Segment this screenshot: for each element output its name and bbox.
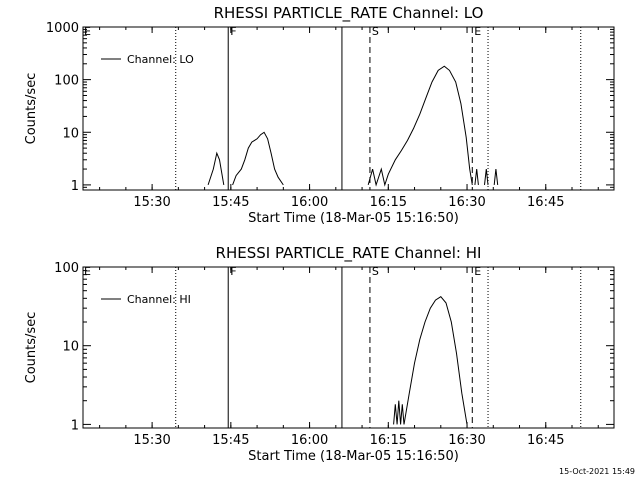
- y-axis-label: Counts/sec: [24, 73, 39, 145]
- event-marker-label: E: [474, 25, 481, 38]
- legend-entry: Channel: LO: [127, 53, 194, 66]
- y-tick-label: 1: [71, 418, 79, 433]
- series-line-segment: [403, 296, 468, 425]
- timestamp-label: 15-Oct-2021 15:49: [559, 467, 635, 476]
- series-line-segment: [232, 131, 284, 186]
- series-line-segment: [393, 400, 405, 425]
- x-tick-label: 15:30: [133, 195, 170, 210]
- y-axis-label: Counts/sec: [24, 312, 39, 384]
- x-tick-label: 16:45: [527, 433, 564, 448]
- x-tick-label: 15:45: [212, 433, 249, 448]
- series-line-segment: [474, 169, 479, 185]
- event-marker-label: S: [372, 265, 379, 278]
- x-tick-label: 15:45: [212, 195, 249, 210]
- x-axis-label: Start Time (18-Mar-05 15:16:50): [248, 449, 459, 464]
- series-line-segment: [207, 151, 225, 186]
- x-tick-label: 16:15: [370, 195, 407, 210]
- event-marker-label: S: [372, 25, 379, 38]
- x-tick-label: 16:30: [448, 195, 485, 210]
- event-marker-label: F: [230, 25, 236, 38]
- plot-frame: [82, 266, 615, 429]
- legend-entry: Channel: HI: [127, 293, 191, 306]
- edge-marker-label: E: [84, 25, 91, 38]
- x-axis-label: Start Time (18-Mar-05 15:16:50): [248, 211, 459, 226]
- plot-frame: [82, 26, 615, 191]
- x-tick-label: 16:00: [291, 433, 328, 448]
- x-tick-label: 16:00: [291, 195, 328, 210]
- edge-marker-label: E: [84, 265, 91, 278]
- y-tick-label: 100: [54, 261, 79, 276]
- chart-title: RHESSI PARTICLE_RATE Channel: LO: [214, 4, 484, 23]
- y-tick-label: 100: [54, 74, 79, 89]
- series-line-segment: [493, 169, 499, 185]
- y-tick-label: 10: [62, 126, 79, 141]
- series-line-segment: [484, 169, 489, 185]
- series-line-segment: [367, 65, 473, 187]
- y-tick-label: 1: [71, 179, 79, 194]
- x-tick-label: 16:45: [527, 195, 564, 210]
- x-tick-label: 16:15: [370, 433, 407, 448]
- chart-title: RHESSI PARTICLE_RATE Channel: HI: [216, 244, 482, 263]
- event-marker-label: F: [230, 265, 236, 278]
- event-marker-label: E: [474, 265, 481, 278]
- x-tick-label: 15:30: [133, 433, 170, 448]
- y-tick-label: 10: [62, 340, 79, 355]
- x-tick-label: 16:30: [448, 433, 485, 448]
- y-tick-label: 1000: [46, 21, 79, 36]
